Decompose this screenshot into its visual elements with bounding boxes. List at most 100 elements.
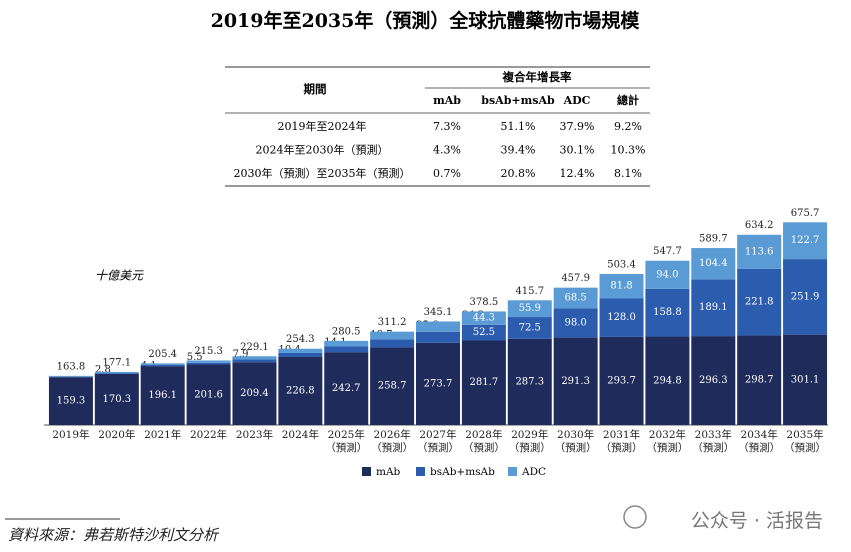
table-cell: 20.8% xyxy=(501,167,536,180)
bar-segment xyxy=(645,260,690,289)
value-label: 68.5 xyxy=(565,292,587,303)
bar-segment xyxy=(370,339,415,348)
x-tick-label: 2026年 （預測） xyxy=(371,429,414,454)
value-label: 44.3 xyxy=(473,313,495,324)
table-cell: 39.4% xyxy=(501,144,536,157)
chart-title: 2019年至2035年（預測）全球抗體藥物市場規模 xyxy=(211,9,641,32)
x-tick-label: 2022年 xyxy=(189,429,228,441)
x-tick-label: 2029年 （預測） xyxy=(508,429,551,454)
total-label: 675.7 xyxy=(791,208,820,219)
value-label: 298.7 xyxy=(745,375,774,386)
bar-segment xyxy=(783,259,828,335)
legend-swatch xyxy=(362,467,371,476)
bar-segment xyxy=(232,356,277,360)
table-cell: 30.1% xyxy=(560,144,595,157)
bar-segment xyxy=(507,317,552,339)
bar-segment xyxy=(94,373,139,374)
bar-segment xyxy=(48,377,93,425)
table-cell: 2030年（預測）至2035年（預測） xyxy=(234,166,411,180)
total-label: 547.7 xyxy=(653,246,682,257)
bar-segment xyxy=(737,268,782,336)
table-cell: 10.3% xyxy=(611,144,646,157)
bar-segment xyxy=(599,273,644,299)
value-label: 189.1 xyxy=(699,302,728,313)
total-label: 311.2 xyxy=(378,317,407,328)
table-cell: 2024年至2030年（預測） xyxy=(256,143,389,157)
bar-segment xyxy=(553,308,598,338)
bar-segment xyxy=(691,248,736,280)
value-label: 287.3 xyxy=(515,376,544,387)
table-column-header: 總計 xyxy=(617,93,639,107)
x-tick-label: 2032年 （預測） xyxy=(646,429,689,454)
table-cell: 51.1% xyxy=(501,120,536,133)
total-label: 215.3 xyxy=(194,346,223,357)
bar-segment xyxy=(507,338,552,425)
bar-segment xyxy=(416,331,460,343)
legend-label: mAb xyxy=(376,466,401,478)
table-cell: 12.4% xyxy=(560,167,595,180)
x-tick-label: 2034年 （預測） xyxy=(738,429,781,454)
bar-segment xyxy=(645,336,690,425)
value-label: 258.7 xyxy=(378,381,407,392)
legend-swatch xyxy=(416,467,425,476)
bar-segment xyxy=(507,300,552,318)
total-label: 229.1 xyxy=(240,342,269,353)
bar-segment xyxy=(553,287,598,309)
value-label: 2.8 xyxy=(95,364,111,375)
value-label: 113.6 xyxy=(745,246,774,257)
y-axis-label: 十億美元 xyxy=(95,269,144,283)
legend-label: ADC xyxy=(521,466,546,478)
total-label: 378.5 xyxy=(470,297,499,308)
value-label: 301.1 xyxy=(791,374,820,385)
table-cell: 8.1% xyxy=(614,167,642,180)
total-label: 280.5 xyxy=(332,326,361,337)
table-header: 期間 xyxy=(304,82,327,96)
value-label: 122.7 xyxy=(791,235,820,246)
table-cell: 9.2% xyxy=(614,120,642,133)
value-label: 242.7 xyxy=(332,383,361,394)
bar-segment xyxy=(94,373,139,425)
bar-segment xyxy=(48,375,93,377)
bar-segment xyxy=(599,336,644,425)
table-cell: 7.3% xyxy=(433,120,461,133)
bar-segment xyxy=(324,352,369,425)
source: 資料來源：弗若斯特沙利文分析 xyxy=(8,526,219,544)
value-label: 226.8 xyxy=(286,385,315,396)
bar-segment xyxy=(232,359,277,363)
bar-segment xyxy=(278,356,323,425)
value-label: 201.6 xyxy=(194,389,223,400)
bar-segment xyxy=(324,340,369,347)
x-tick-label: 2033年 （預測） xyxy=(692,429,735,454)
bar-segment xyxy=(370,331,415,340)
total-label: 177.1 xyxy=(103,357,132,368)
bar-segment xyxy=(370,347,415,425)
table-header: 複合年增長率 xyxy=(502,70,572,84)
total-label: 589.7 xyxy=(699,234,728,245)
bar-segment xyxy=(48,376,93,378)
value-label: 52.5 xyxy=(473,327,495,338)
bar-segment xyxy=(691,336,736,425)
bar-segment xyxy=(783,334,828,425)
total-label: 205.4 xyxy=(148,349,177,360)
x-tick-label: 2027年 （預測） xyxy=(417,429,459,454)
bar-segment xyxy=(691,279,736,337)
value-label: 209.4 xyxy=(240,388,269,399)
bar-segment xyxy=(645,288,690,337)
watermark: 公众号 · 活报告 xyxy=(690,510,823,532)
value-label: 196.1 xyxy=(148,390,177,401)
legend-swatch xyxy=(508,467,517,476)
value-label: 221.8 xyxy=(745,297,774,308)
value-label: 158.8 xyxy=(653,307,682,318)
bar-segment xyxy=(186,360,231,363)
bar-segment xyxy=(278,352,323,357)
total-label: 415.7 xyxy=(515,286,544,297)
table-cell: 4.3% xyxy=(433,144,461,157)
bar-segment xyxy=(416,342,460,425)
value-label: 128.0 xyxy=(607,312,636,323)
bar-segment xyxy=(140,365,185,367)
table-column-header: mAb xyxy=(433,94,461,107)
bar-segment xyxy=(416,321,460,332)
bar-segment xyxy=(553,337,598,425)
